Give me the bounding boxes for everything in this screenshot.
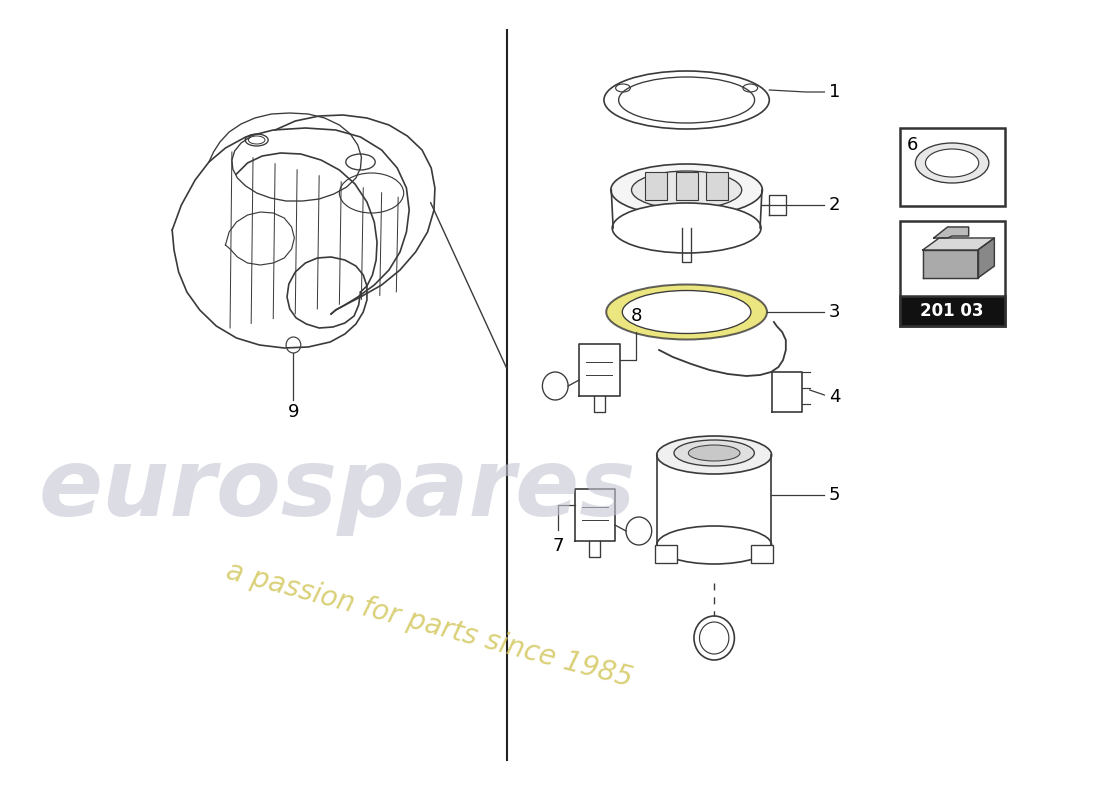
Circle shape bbox=[626, 517, 651, 545]
Ellipse shape bbox=[674, 440, 755, 466]
Bar bbox=[646, 172, 668, 200]
Polygon shape bbox=[978, 238, 994, 278]
Text: eurospares: eurospares bbox=[39, 444, 636, 536]
Bar bbox=[656, 545, 678, 563]
Text: a passion for parts since 1985: a passion for parts since 1985 bbox=[223, 557, 636, 693]
Text: 6: 6 bbox=[908, 136, 918, 154]
Bar bbox=[706, 172, 728, 200]
Ellipse shape bbox=[657, 526, 771, 564]
Ellipse shape bbox=[925, 149, 979, 177]
Ellipse shape bbox=[631, 171, 741, 209]
Polygon shape bbox=[934, 227, 969, 238]
Ellipse shape bbox=[618, 77, 755, 123]
Ellipse shape bbox=[606, 285, 767, 339]
Text: 4: 4 bbox=[829, 388, 840, 406]
Text: 8: 8 bbox=[630, 307, 641, 325]
Text: 3: 3 bbox=[829, 303, 840, 321]
Bar bbox=[900, 221, 1005, 326]
Text: 1: 1 bbox=[829, 83, 840, 101]
Text: 7: 7 bbox=[552, 537, 564, 555]
Circle shape bbox=[542, 372, 568, 400]
Bar bbox=[751, 545, 773, 563]
Text: 9: 9 bbox=[288, 403, 299, 421]
Text: 5: 5 bbox=[829, 486, 840, 504]
Bar bbox=[675, 172, 697, 200]
Circle shape bbox=[694, 616, 735, 660]
Ellipse shape bbox=[657, 436, 771, 474]
Ellipse shape bbox=[623, 290, 751, 334]
Polygon shape bbox=[923, 250, 978, 278]
Ellipse shape bbox=[915, 143, 989, 183]
Bar bbox=[900, 296, 1005, 326]
Ellipse shape bbox=[613, 203, 761, 253]
Ellipse shape bbox=[689, 445, 740, 461]
Bar bbox=[900, 128, 1005, 206]
Text: 2: 2 bbox=[829, 196, 840, 214]
Text: 201 03: 201 03 bbox=[921, 302, 983, 320]
Ellipse shape bbox=[604, 71, 769, 129]
Polygon shape bbox=[923, 238, 994, 250]
Ellipse shape bbox=[610, 164, 762, 216]
